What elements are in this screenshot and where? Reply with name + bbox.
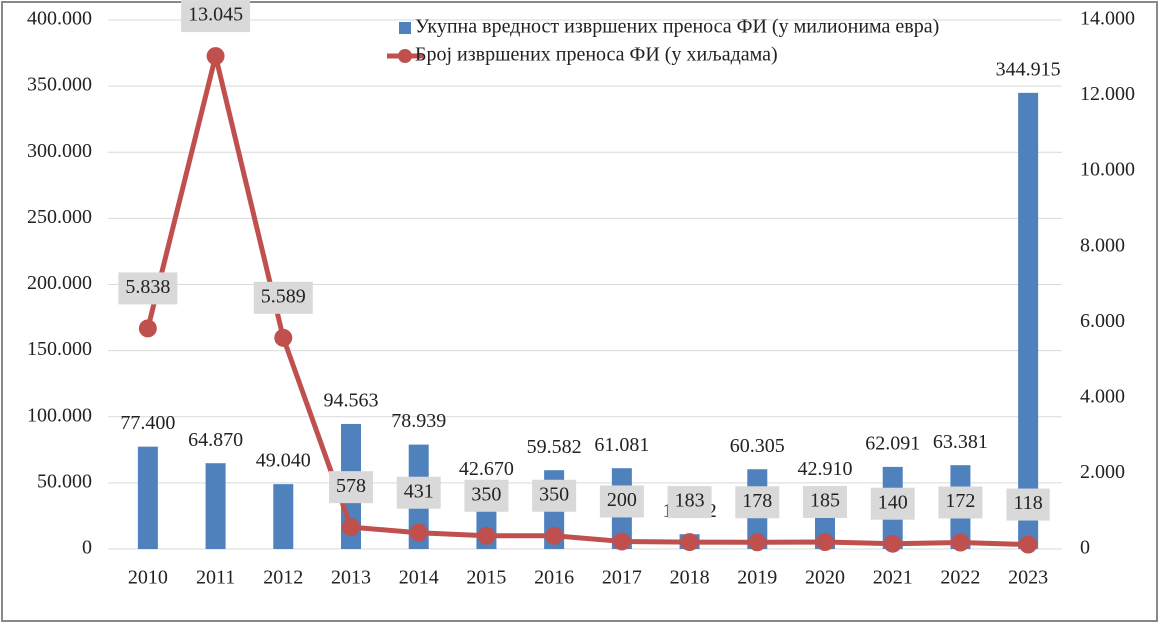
x-tick-label: 2014 <box>399 567 439 589</box>
line-value-label-box <box>181 0 251 33</box>
y-tick-label: 0 <box>82 537 92 559</box>
line-value-label-box <box>253 281 313 314</box>
y2-tick-label: 14.000 <box>1080 8 1135 30</box>
line-value-label: 350 <box>539 483 569 505</box>
line-marker <box>545 526 564 545</box>
x-tick-label: 2015 <box>466 567 506 589</box>
bar-value-label: 59.582 <box>527 436 582 458</box>
bar-value-label: 78.939 <box>391 410 446 432</box>
x-tick-label: 2022 <box>940 567 980 589</box>
bar <box>205 463 226 549</box>
x-tick-label: 2018 <box>670 567 710 589</box>
line-value-label: 185 <box>810 490 840 512</box>
y2-tick-label: 6.000 <box>1080 310 1125 332</box>
y2-tick-label: 8.000 <box>1080 234 1125 256</box>
line-value-label: 178 <box>742 490 772 512</box>
line-value-label: 172 <box>945 490 975 512</box>
bar <box>1018 92 1039 549</box>
bar-value-label: 62.091 <box>865 432 920 454</box>
y-tick-label: 300.000 <box>27 140 92 162</box>
line-marker <box>951 533 970 552</box>
bar-value-label: 94.563 <box>324 390 379 412</box>
line-marker <box>612 532 631 551</box>
bar-value-label: 42.670 <box>459 458 514 480</box>
line-marker <box>477 526 496 545</box>
bar-value-label: 344.915 <box>996 58 1061 80</box>
y-tick-label: 100.000 <box>27 404 92 426</box>
y-tick-label: 50.000 <box>37 470 92 492</box>
line-marker <box>680 533 699 552</box>
line-marker <box>409 523 428 542</box>
line-value-label: 140 <box>878 491 908 513</box>
x-tick-label: 2010 <box>128 567 168 589</box>
line-value-label-box <box>329 471 373 504</box>
line-value-label-box <box>464 479 509 512</box>
x-tick-label: 2011 <box>196 567 235 589</box>
bar-value-label: 60.305 <box>730 435 785 457</box>
line-value-label: 431 <box>404 480 434 502</box>
line-marker <box>138 319 157 338</box>
y-tick-label: 250.000 <box>27 206 92 228</box>
line-value-label-box <box>396 476 441 509</box>
y-tick-label: 200.000 <box>27 272 92 294</box>
x-tick-label: 2023 <box>1008 567 1048 589</box>
line-marker <box>1019 535 1038 554</box>
line-value-label-box <box>532 479 577 512</box>
line-marker <box>206 47 225 66</box>
legend-label: Број извршених преноса ФИ (у хиљадама) <box>415 44 778 66</box>
x-tick-label: 2013 <box>331 567 371 589</box>
line-value-label-box <box>735 486 780 519</box>
line-value-label: 118 <box>1014 492 1043 514</box>
line-value-label: 200 <box>607 489 637 511</box>
bar-value-label: 49.040 <box>256 450 311 472</box>
line-value-label-box <box>1006 488 1050 521</box>
bar-value-label: 63.381 <box>933 431 988 453</box>
y2-tick-label: 0 <box>1080 537 1090 559</box>
line-marker <box>274 328 293 347</box>
line-marker <box>883 534 902 553</box>
line-marker <box>342 518 360 537</box>
line-value-label: 13.045 <box>188 4 243 26</box>
line-value-label: 578 <box>336 475 366 497</box>
line-value-label-box <box>938 486 983 519</box>
x-tick-label: 2019 <box>737 567 777 589</box>
line <box>145 53 1029 548</box>
y-tick-label: 350.000 <box>27 74 92 96</box>
x-tick-label: 2021 <box>873 567 913 589</box>
bar <box>273 484 294 549</box>
bar-value-label: 61.081 <box>594 434 649 456</box>
x-tick-label: 2012 <box>263 567 303 589</box>
line-value-label: 5.838 <box>125 276 170 298</box>
bar-value-label: 42.910 <box>798 458 853 480</box>
y-tick-label: 150.000 <box>27 338 92 360</box>
line-value-label-box <box>118 272 178 305</box>
legend-label: Укупна вредност извршених преноса ФИ (у … <box>415 16 939 38</box>
line-value-label-box <box>870 487 915 520</box>
bar <box>137 446 158 549</box>
line-marker <box>748 533 767 552</box>
line-marker <box>816 533 834 552</box>
x-tick-label: 2017 <box>602 567 642 589</box>
legend-swatch <box>399 22 411 34</box>
bar-value-label: 77.400 <box>120 412 175 434</box>
line-value-label: 5.589 <box>261 285 306 307</box>
line-value-label-box <box>599 485 644 518</box>
x-tick-label: 2020 <box>805 567 845 589</box>
y2-tick-label: 12.000 <box>1080 83 1135 105</box>
y-tick-label: 400.000 <box>27 8 92 30</box>
legend-swatch-marker <box>398 49 412 63</box>
x-tick-label: 2016 <box>534 567 574 589</box>
y2-tick-label: 10.000 <box>1080 159 1135 181</box>
y2-tick-label: 2.000 <box>1080 461 1125 483</box>
y2-tick-label: 4.000 <box>1080 385 1125 407</box>
line-value-label-box <box>803 486 847 519</box>
line-value-label-box <box>667 486 712 519</box>
line-value-label: 183 <box>675 490 705 512</box>
bar-value-label: 64.870 <box>188 429 243 451</box>
line-value-label: 350 <box>471 483 501 505</box>
